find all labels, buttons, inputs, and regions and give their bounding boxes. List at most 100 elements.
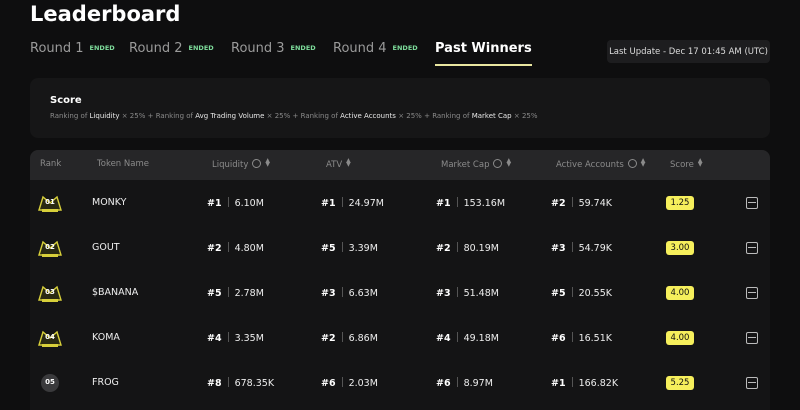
token-name: GOUT	[92, 242, 120, 253]
column-header[interactable]: ATV ▲ ▼	[326, 158, 351, 171]
details-button[interactable]	[746, 197, 758, 209]
tab-status: ENDED	[89, 44, 115, 52]
column-header[interactable]: Market Cap ▲ ▼	[441, 158, 511, 171]
prefix: Ranking of	[50, 112, 88, 120]
metric-rank: #5	[321, 243, 336, 254]
prefix: Ranking of	[300, 112, 338, 120]
metric-rank: #5	[551, 288, 566, 299]
column-label: Score	[670, 160, 694, 170]
operator: +	[147, 112, 154, 120]
column-header[interactable]: Score ▲ ▼	[670, 158, 702, 171]
rank-label: 05	[45, 378, 55, 386]
weight: × 25%	[513, 112, 538, 120]
metric-cell: #3 51.48M	[436, 287, 499, 299]
metric-rank: #2	[207, 243, 222, 254]
metric-cell: #8 678.35K	[207, 377, 274, 389]
details-icon-line	[748, 202, 756, 203]
column-label: Token Name	[97, 159, 149, 169]
details-icon-line	[748, 337, 756, 338]
metric-value: 59.74K	[578, 198, 613, 209]
info-icon	[493, 159, 503, 168]
metric-cell: #2 59.74K	[551, 197, 612, 209]
column-label: Market Cap	[441, 160, 490, 170]
tab[interactable]: Round 2 ENDED	[129, 41, 214, 56]
score-title: Score	[50, 95, 82, 106]
metric: Market Cap	[471, 112, 512, 120]
separator	[456, 197, 458, 207]
metric-cell: #3 54.79K	[551, 242, 612, 254]
tab-label: Round 2	[129, 41, 183, 56]
metric-cell: #6 8.97M	[436, 377, 493, 389]
separator	[341, 197, 343, 207]
rank-label: 02	[45, 243, 55, 251]
column-label: Rank	[40, 159, 62, 169]
tab[interactable]: Round 4 ENDED	[333, 41, 418, 56]
metric-rank: #8	[207, 378, 222, 389]
separator	[341, 242, 343, 252]
last-update: Last Update - Dec 17 01:45 AM (UTC)	[607, 40, 770, 63]
metric-value: 80.19M	[463, 243, 499, 254]
info-icon	[252, 159, 262, 168]
metric-value: 3.39M	[348, 243, 378, 254]
score-pill: 4.00	[666, 286, 694, 300]
weight: × 25%	[266, 112, 291, 120]
details-icon-line	[748, 382, 756, 383]
metric-rank: #4	[436, 333, 451, 344]
details-button[interactable]	[746, 377, 758, 389]
weight: × 25%	[121, 112, 146, 120]
operator: +	[424, 112, 430, 120]
column-label: ATV	[326, 160, 343, 170]
details-button[interactable]	[746, 287, 758, 299]
details-icon-line	[748, 292, 756, 293]
separator	[456, 377, 458, 387]
details-button[interactable]	[746, 332, 758, 344]
operator: +	[292, 112, 299, 120]
metric-rank: #6	[551, 333, 566, 344]
prefix: Ranking of	[432, 112, 470, 120]
score-pill: 3.00	[666, 241, 694, 255]
tab-status: ENDED	[392, 44, 418, 52]
metric-rank: #6	[321, 378, 336, 389]
tab-status: ENDED	[290, 44, 316, 52]
metric-cell: #4 3.35M	[207, 332, 264, 344]
tab[interactable]: Past Winners	[435, 41, 532, 66]
tab[interactable]: Round 1 ENDED	[30, 41, 115, 56]
token-name: KOMA	[92, 332, 120, 343]
tab-label: Round 4	[333, 41, 387, 56]
column-header[interactable]: Active Accounts ▲ ▼	[556, 158, 645, 171]
separator	[341, 377, 343, 387]
metric-cell: #2 6.86M	[321, 332, 378, 344]
separator	[571, 332, 573, 342]
metric-cell: #1 153.16M	[436, 197, 505, 209]
metric: Liquidity	[89, 112, 120, 120]
separator	[571, 197, 573, 207]
score-card: Score Ranking of Liquidity × 25% + Ranki…	[30, 78, 770, 138]
weight: × 25%	[398, 112, 422, 120]
metric-cell: #2 4.80M	[207, 242, 264, 254]
separator	[341, 287, 343, 297]
separator	[456, 287, 458, 297]
metric: Avg Trading Volume	[195, 112, 265, 120]
details-icon-line	[748, 247, 756, 248]
token-name: $BANANA	[92, 287, 139, 298]
column-header[interactable]: Liquidity ▲ ▼	[212, 158, 270, 171]
column-header: Rank	[40, 159, 61, 169]
metric-rank: #4	[207, 333, 222, 344]
score-pill: 5.25	[666, 376, 694, 390]
metric-rank: #1	[551, 378, 566, 389]
tab[interactable]: Round 3 ENDED	[231, 41, 316, 56]
score-pill: 4.00	[666, 331, 694, 345]
metric-rank: #2	[436, 243, 451, 254]
table-row	[30, 316, 770, 361]
details-button[interactable]	[746, 242, 758, 254]
score-pill: 1.25	[666, 196, 694, 210]
separator	[571, 377, 573, 387]
token-name: MONKY	[92, 197, 127, 208]
tab-label: Past Winners	[435, 41, 532, 56]
metric-rank: #1	[436, 198, 451, 209]
rank-badge: 01	[35, 191, 65, 215]
table-row	[30, 226, 770, 271]
page-title: Leaderboard	[30, 2, 181, 26]
metric-value: 20.55K	[578, 288, 613, 299]
